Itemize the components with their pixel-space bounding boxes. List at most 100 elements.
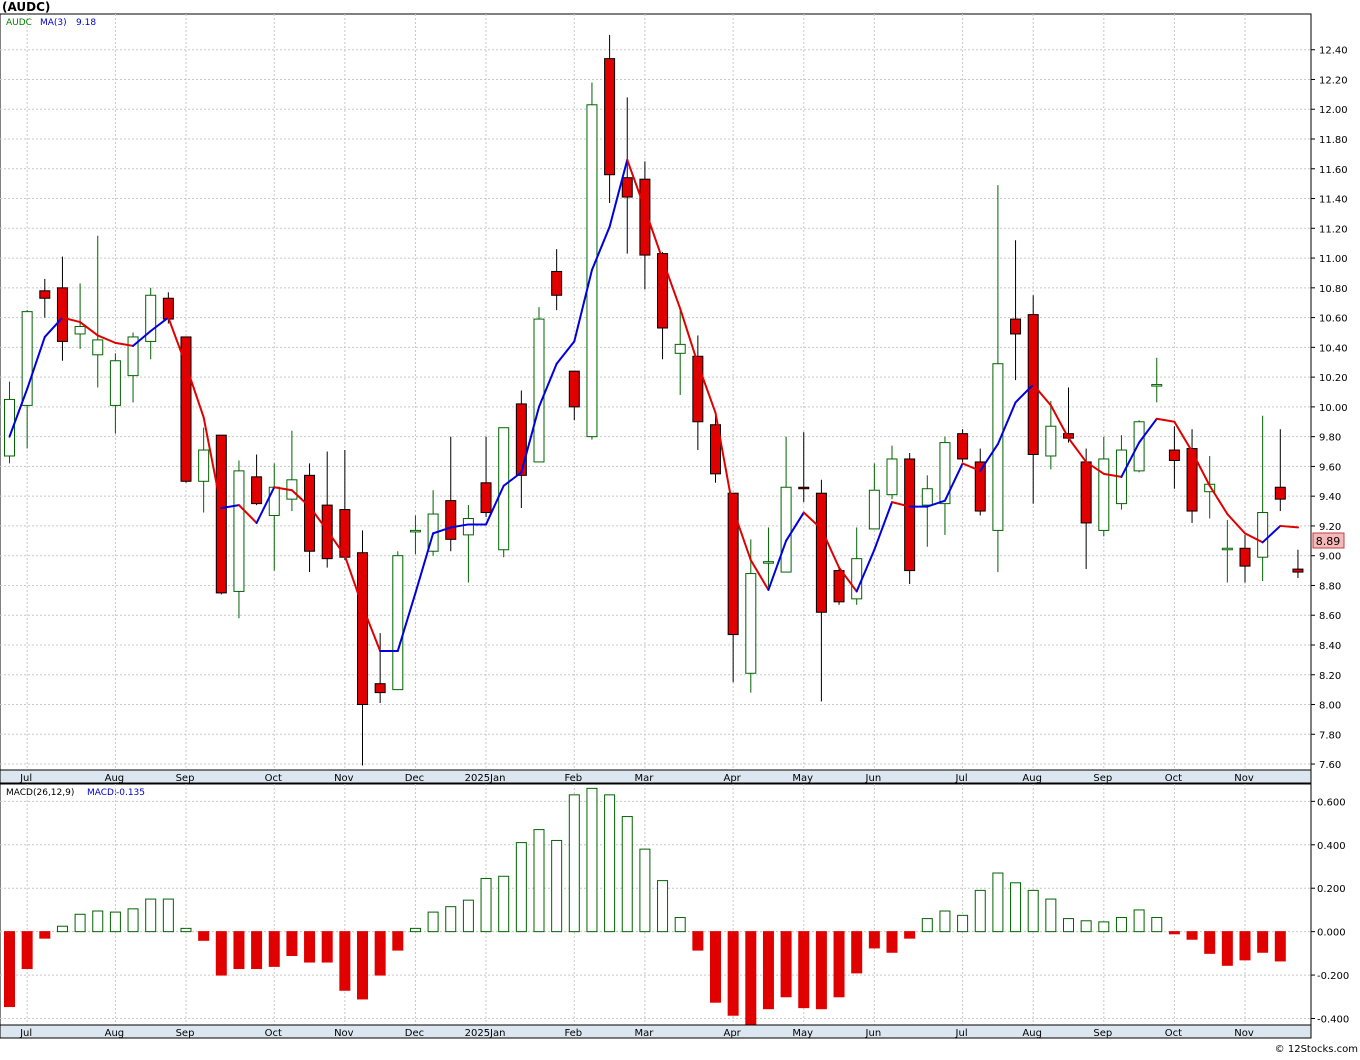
ma-segment (202, 416, 223, 510)
candle (56, 256, 68, 361)
ma-segment (767, 539, 788, 591)
macd-bar (1239, 931, 1251, 961)
macd-bar (515, 842, 527, 933)
candle-body (1257, 512, 1269, 558)
macd-bar (1027, 889, 1039, 933)
macd-x-tick-label: Aug (105, 1028, 125, 1039)
macd-legend-label: MACD(26,12,9) (6, 788, 74, 798)
candle-body (445, 500, 457, 540)
price-plot-area (0, 13, 1312, 771)
macd-bar (1045, 898, 1057, 933)
ma-segment (255, 486, 276, 524)
candle (815, 479, 827, 702)
price-y-tick-label: 11.00 (1319, 254, 1348, 265)
footer-credit: © 12Stocks.com (1275, 1044, 1358, 1055)
macd-bar (251, 931, 263, 970)
candle (939, 436, 951, 535)
candle (1010, 240, 1022, 381)
candle (74, 283, 86, 349)
price-y-tick-label: 10.80 (1319, 284, 1348, 295)
candle (392, 551, 404, 691)
price-x-tick-label: Feb (564, 773, 582, 784)
legend-ma-label: MA(3) (40, 18, 67, 28)
candle (180, 336, 192, 483)
candle (621, 97, 633, 254)
price-y-tick-label: 12.40 (1319, 46, 1348, 57)
macd-x-tick-label: Oct (1165, 1028, 1182, 1039)
candle-body (868, 489, 880, 530)
candle-body (198, 449, 210, 482)
ma-segment (961, 462, 982, 472)
candle (233, 460, 245, 619)
candle-body (815, 492, 827, 613)
macd-bar (1274, 931, 1286, 962)
candle-body (639, 178, 651, 256)
macd-x-tick-label: Mar (634, 1028, 654, 1039)
price-y-tick-label: 10.00 (1319, 403, 1348, 414)
price-x-tick-label: Aug (105, 773, 125, 784)
candle (692, 335, 704, 451)
price-y-tick-label: 10.40 (1319, 343, 1348, 354)
macd-bar (939, 910, 951, 933)
macd-x-tick-label: Jun (865, 1028, 882, 1039)
candle (639, 161, 651, 290)
ma-segment (290, 489, 311, 508)
candle-body (56, 287, 68, 342)
macd-y-tick-label: 0.000 (1317, 928, 1346, 939)
candle-body (127, 336, 139, 377)
price-y-tick-label: 11.80 (1319, 135, 1348, 146)
candle-body (1098, 458, 1110, 531)
price-y-tick-label: 11.40 (1319, 195, 1348, 206)
macd-bar (74, 913, 86, 933)
macd-bar (974, 889, 986, 933)
candle (4, 381, 15, 464)
macd-bar (762, 931, 774, 1010)
macd-bar (657, 880, 669, 933)
macd-bar (851, 931, 863, 974)
candle (1239, 534, 1251, 583)
candle (957, 429, 969, 462)
price-x-tick-label: Dec (405, 773, 424, 784)
macd-x-tick-label: Aug (1022, 1028, 1042, 1039)
candle-body (233, 470, 245, 592)
macd-bar (815, 931, 827, 1010)
macd-bar (480, 877, 492, 933)
candle-body (357, 552, 368, 706)
macd-bar (498, 875, 510, 933)
ma-segment (555, 340, 576, 365)
candle-body (957, 433, 969, 460)
candle (21, 310, 33, 449)
macd-bar (462, 899, 474, 933)
macd-bar (692, 931, 704, 951)
price-x-tick-label: Nov (1234, 773, 1254, 784)
price-x-tick-label: Sep (176, 773, 195, 784)
macd-bar (568, 794, 580, 933)
macd-bar (1098, 921, 1110, 933)
candle (198, 427, 210, 513)
macd-legend-macd-value: -0.135 (116, 788, 145, 798)
candle (745, 539, 757, 693)
macd-bar (339, 931, 351, 991)
macd-bar (56, 925, 68, 933)
macd-bar (1115, 917, 1127, 933)
candle (445, 436, 457, 552)
ma-segment (714, 411, 735, 511)
candle-body (162, 297, 174, 320)
macd-bar (1010, 882, 1022, 933)
price-y-tick-label: 8.60 (1319, 611, 1341, 622)
candle (1186, 429, 1198, 523)
candle (127, 332, 139, 403)
macd-x-tick-label: Jul (955, 1028, 968, 1039)
candle-body (1133, 421, 1145, 472)
macd-bar (745, 931, 757, 1026)
candle-body (180, 336, 192, 482)
ma-segment (696, 362, 717, 414)
price-y-tick-label: 9.80 (1319, 433, 1341, 444)
ma-segment (1191, 450, 1211, 487)
candle (145, 287, 157, 360)
ma-segment (237, 504, 258, 524)
candle-body (462, 517, 474, 536)
macd-bar (392, 931, 404, 951)
ma-segment (926, 499, 946, 508)
chart-title: (AUDC) (2, 0, 50, 14)
